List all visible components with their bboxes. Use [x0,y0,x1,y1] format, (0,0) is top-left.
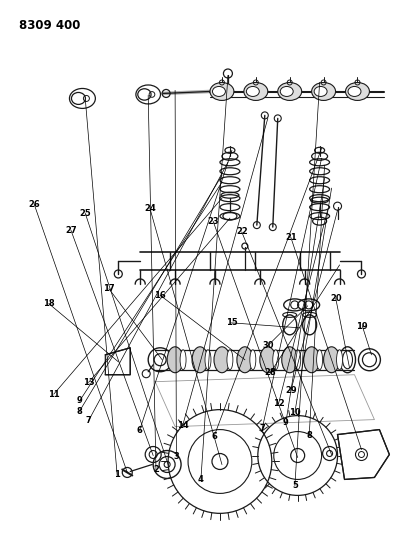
Text: 17: 17 [103,284,115,293]
Text: 20: 20 [329,294,341,303]
Text: 25: 25 [79,209,91,218]
Text: 30: 30 [262,341,273,350]
Text: 8: 8 [76,407,82,416]
Ellipse shape [303,347,319,373]
Text: 22: 22 [235,228,247,237]
Text: 4: 4 [198,475,203,483]
Text: 18: 18 [43,299,54,308]
Ellipse shape [191,347,207,373]
Polygon shape [105,348,130,375]
Text: 9: 9 [282,418,288,427]
Ellipse shape [249,350,255,370]
Text: 23: 23 [207,217,218,226]
Text: 9: 9 [76,397,82,406]
Ellipse shape [259,347,275,373]
Ellipse shape [246,86,258,96]
Ellipse shape [213,347,229,373]
Ellipse shape [226,350,232,370]
Text: 21: 21 [284,233,296,242]
Text: 29: 29 [284,386,296,395]
Text: 16: 16 [154,290,166,300]
Ellipse shape [313,86,326,96]
Ellipse shape [294,350,300,370]
Ellipse shape [347,86,360,96]
Text: 28: 28 [264,368,276,377]
Ellipse shape [336,350,342,370]
Text: 5: 5 [291,481,297,490]
Ellipse shape [212,86,225,96]
Text: 13: 13 [83,378,94,387]
Ellipse shape [281,347,297,373]
Ellipse shape [204,350,211,370]
Text: 8: 8 [306,431,311,440]
Text: 8309 400: 8309 400 [18,19,80,31]
Ellipse shape [243,83,267,100]
Ellipse shape [236,347,252,373]
Text: 26: 26 [28,200,40,209]
Ellipse shape [277,83,301,100]
Text: 1: 1 [114,471,120,479]
Text: 24: 24 [144,204,155,213]
Text: 11: 11 [48,390,60,399]
Ellipse shape [167,347,183,373]
Text: 19: 19 [356,321,367,330]
Text: 3: 3 [173,452,179,461]
Ellipse shape [345,83,369,100]
Ellipse shape [323,347,339,373]
Text: 6: 6 [136,426,142,435]
Text: 7: 7 [85,416,91,425]
Text: 15: 15 [225,318,237,327]
Text: 14: 14 [176,422,188,431]
Ellipse shape [180,350,186,370]
Text: 10: 10 [288,408,300,417]
Text: 2: 2 [153,465,159,474]
Polygon shape [337,430,389,480]
Text: 6: 6 [211,432,216,441]
Ellipse shape [316,350,322,370]
Ellipse shape [272,350,278,370]
Ellipse shape [280,86,292,96]
Text: 12: 12 [272,399,284,408]
Text: 7: 7 [259,424,265,433]
Ellipse shape [311,83,335,100]
Ellipse shape [209,83,233,100]
Text: 27: 27 [65,226,76,235]
